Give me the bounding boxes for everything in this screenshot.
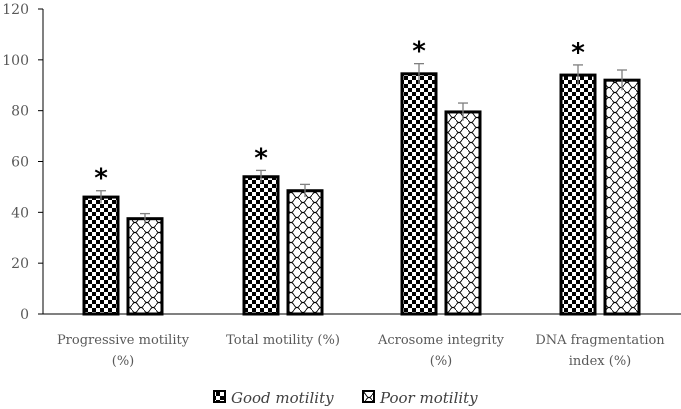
significance-marker: * xyxy=(94,164,108,194)
bars: * * * * xyxy=(82,37,641,316)
y-tick-label: 0 xyxy=(20,307,29,323)
y-tick-label: 40 xyxy=(11,205,29,221)
legend-label: Good motility xyxy=(231,389,334,407)
legend-swatch-good xyxy=(213,390,226,403)
category-label: DNA fragmentation xyxy=(535,333,665,348)
bar-poor-1 xyxy=(286,189,324,316)
legend-label: Poor motility xyxy=(379,389,478,407)
category-label: (%) xyxy=(430,354,453,369)
bar-good-3 xyxy=(559,73,597,316)
y-tick-label: 120 xyxy=(2,2,29,18)
category-label: index (%) xyxy=(569,354,632,369)
significance-marker: * xyxy=(412,37,426,67)
bar-poor-3 xyxy=(603,78,641,316)
category-label: Progressive motility xyxy=(57,333,190,348)
significance-marker: * xyxy=(571,38,585,68)
y-tick-label: 100 xyxy=(2,53,29,69)
bar-poor-2 xyxy=(444,110,482,316)
legend: Good motility Poor motility xyxy=(213,389,478,407)
bar-good-2 xyxy=(400,72,438,316)
y-tick-label: 80 xyxy=(11,104,29,120)
category-label: (%) xyxy=(112,354,135,369)
legend-swatch-poor xyxy=(362,390,375,403)
category-labels: Progressive motility (%) Total motility (%… xyxy=(57,333,665,369)
bar-good-1 xyxy=(242,175,280,316)
category-label: Acrosome integrity xyxy=(377,333,505,348)
y-axis: 0 20 40 60 80 100 120 xyxy=(2,2,44,323)
bar-good-0 xyxy=(82,195,120,316)
y-tick-label: 20 xyxy=(11,256,29,272)
category-label: Total motility (%) xyxy=(226,333,340,348)
bar-poor-0 xyxy=(126,217,164,316)
y-tick-label: 60 xyxy=(11,155,29,171)
significance-marker: * xyxy=(254,143,268,173)
